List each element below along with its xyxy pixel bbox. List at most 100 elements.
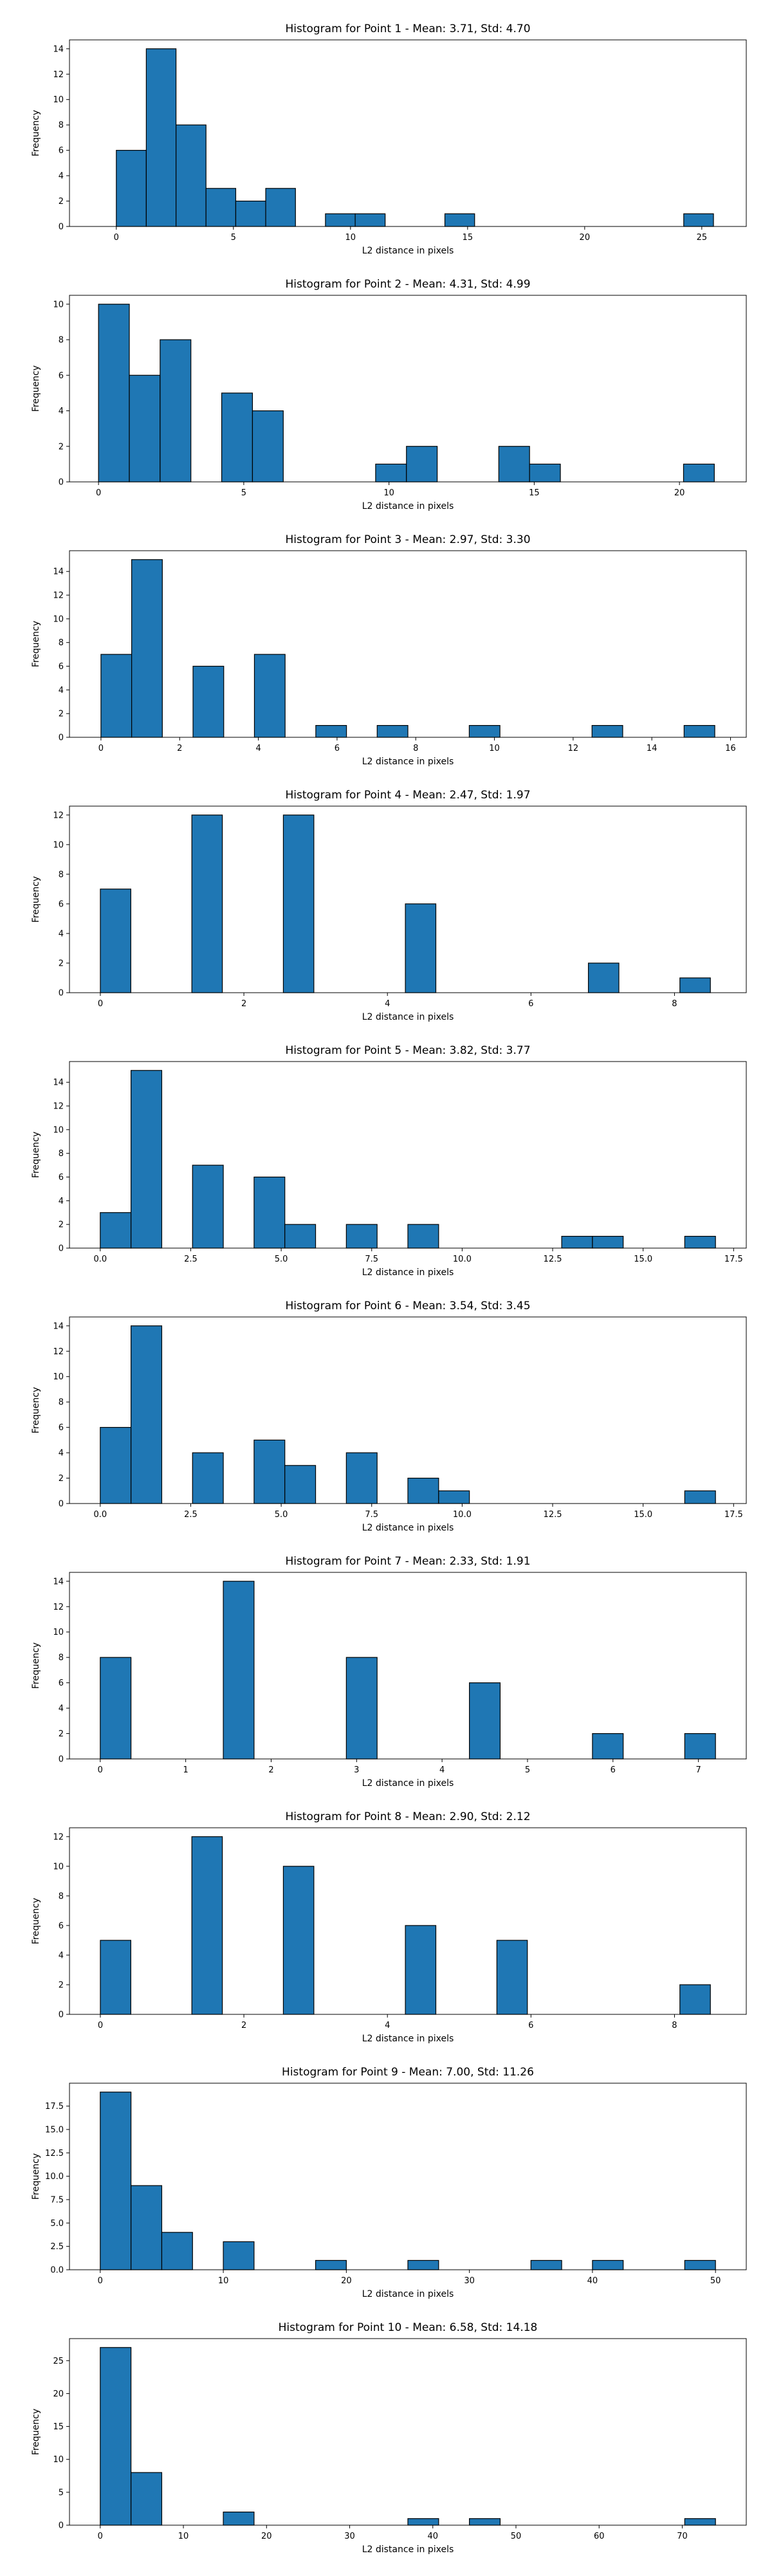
histogram-bar: [345, 1657, 378, 1760]
x-tick-label: 15: [463, 233, 473, 243]
y-tick-label: 2: [59, 1729, 64, 1739]
y-tick-label: 10: [53, 2455, 64, 2465]
axes-frame: [69, 295, 747, 483]
histogram-bar: [325, 213, 356, 227]
chart-title: Histogram for Point 6 - Mean: 3.54, Std:…: [285, 1300, 530, 1312]
y-tick-label: 8: [59, 870, 64, 879]
histogram-bar: [253, 1176, 286, 1249]
histogram-bar: [591, 724, 623, 738]
y-tick-label: 10: [53, 1628, 64, 1637]
histogram-bar: [235, 200, 266, 227]
x-tick-label: 5.0: [275, 1510, 288, 1520]
histogram-bar: [375, 463, 407, 483]
histogram-bar: [100, 1657, 132, 1760]
histogram-bar: [100, 1940, 131, 2015]
y-tick-label: 14: [53, 1321, 64, 1331]
x-tick-label: 8: [672, 2021, 677, 2030]
chart-title: Histogram for Point 1 - Mean: 3.71, Std:…: [285, 23, 530, 35]
x-tick-label: 0: [98, 1765, 103, 1775]
x-tick-label: 3: [354, 1765, 359, 1775]
histogram-bar: [284, 1465, 317, 1504]
histogram-bar: [354, 213, 386, 227]
x-tick-label: 10: [489, 744, 500, 753]
histogram-bar: [192, 1452, 224, 1504]
histogram-bar: [131, 1325, 163, 1504]
y-tick-label: 2: [59, 1474, 64, 1484]
x-tick-label: 7.5: [365, 1510, 378, 1520]
y-tick-label: 0: [59, 989, 64, 998]
x-tick-label: 10: [218, 2276, 229, 2286]
histogram-bar: [469, 1682, 501, 1760]
histogram-bar: [205, 188, 237, 227]
y-tick-label: 4: [59, 1704, 64, 1714]
y-tick-label: 14: [53, 567, 64, 577]
axes-frame: [69, 550, 747, 738]
x-axis-label: L2 distance in pixels: [362, 1012, 454, 1022]
y-axis-label: Frequency: [31, 621, 41, 667]
x-tick-label: 40: [427, 2532, 438, 2541]
y-tick-label: 0: [59, 223, 64, 232]
x-tick-label: 50: [710, 2276, 721, 2286]
histogram-bar: [684, 2518, 716, 2526]
x-tick-label: 5: [231, 233, 236, 243]
y-tick-label: 2: [59, 197, 64, 207]
x-tick-label: 10: [178, 2532, 189, 2541]
x-tick-label: 12: [568, 744, 579, 753]
y-tick-label: 0.0: [50, 2266, 64, 2276]
y-tick-label: 4: [59, 929, 64, 939]
x-tick-label: 12.5: [544, 1255, 562, 1264]
x-tick-label: 0: [98, 2532, 103, 2541]
histogram-bar: [587, 962, 620, 993]
y-tick-label: 6: [59, 146, 64, 156]
histogram-bar: [223, 2241, 255, 2270]
histogram-bar: [529, 463, 561, 483]
histogram-bar: [161, 2232, 193, 2270]
x-tick-label: 60: [594, 2532, 605, 2541]
chart-title: Histogram for Point 10 - Mean: 6.58, Std…: [279, 2321, 538, 2334]
x-tick-label: 20: [341, 2276, 352, 2286]
y-tick-label: 5.0: [50, 2219, 64, 2229]
y-tick-label: 10: [53, 95, 64, 105]
y-tick-label: 6: [59, 1423, 64, 1433]
histogram-bar: [592, 1733, 624, 1760]
histogram-bar: [191, 814, 223, 993]
x-tick-label: 10.0: [453, 1255, 472, 1264]
x-tick-label: 0: [98, 2276, 103, 2286]
histogram-bar: [160, 339, 192, 483]
histogram-panel-10: Histogram for Point 10 - Mean: 6.58, Std…: [31, 2321, 747, 2555]
histogram-bar: [406, 446, 438, 483]
histogram-bar: [131, 2185, 163, 2270]
histogram-bar: [407, 1477, 439, 1504]
histogram-bar: [684, 2259, 716, 2270]
x-tick-label: 10: [383, 488, 394, 498]
y-tick-label: 10: [53, 1372, 64, 1382]
histogram-panel-7: Histogram for Point 7 - Mean: 2.33, Std:…: [31, 1555, 747, 1789]
x-tick-label: 10.0: [453, 1510, 472, 1520]
x-tick-label: 5: [241, 488, 246, 498]
histogram-bar: [100, 888, 131, 993]
y-tick-label: 14: [53, 1078, 64, 1088]
histogram-bar: [100, 654, 133, 738]
histogram-bar: [192, 1164, 224, 1249]
y-tick-label: 8: [59, 1149, 64, 1159]
histogram-bar: [315, 2259, 347, 2270]
histogram-bar: [282, 1866, 315, 2015]
y-tick-label: 10: [53, 840, 64, 850]
x-tick-label: 7.5: [365, 1255, 378, 1264]
x-axis-label: L2 distance in pixels: [362, 246, 454, 256]
histogram-bar: [145, 48, 177, 227]
histogram-bar: [683, 724, 715, 738]
x-tick-label: 1: [183, 1765, 188, 1775]
x-tick-label: 17.5: [724, 1510, 743, 1520]
y-tick-label: 10.0: [45, 2172, 64, 2182]
x-tick-label: 17.5: [724, 1255, 743, 1264]
y-tick-label: 6: [59, 899, 64, 909]
histogram-bar: [100, 2347, 132, 2526]
x-tick-label: 15.0: [634, 1255, 652, 1264]
chart-title: Histogram for Point 2 - Mean: 4.31, Std:…: [285, 278, 530, 291]
y-tick-label: 4: [59, 1951, 64, 1960]
x-tick-label: 2: [268, 1765, 273, 1775]
y-tick-label: 15.0: [45, 2125, 64, 2135]
histogram-bar: [100, 1427, 132, 1504]
y-tick-label: 5: [59, 2488, 64, 2498]
